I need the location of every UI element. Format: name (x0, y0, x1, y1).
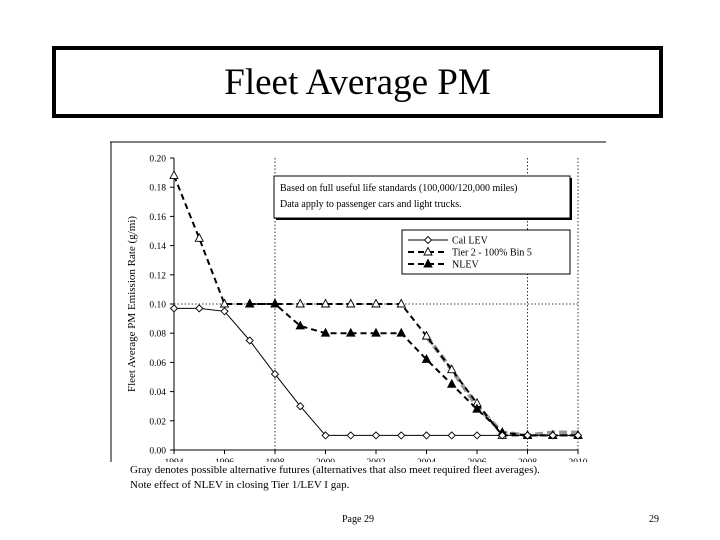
chart-svg: 0.00 0.02 0.04 0.06 0.08 0.10 0.12 0.14 0.16 0.18… (110, 141, 606, 462)
caption: Gray denotes possible alternative future… (130, 463, 540, 493)
y-tick-label: 0.08 (149, 330, 166, 340)
x-tick-label: 2000 (316, 458, 335, 462)
series-line-cal-lev (174, 307, 578, 436)
data-point-tier-2-100-bin-5 (371, 298, 381, 308)
data-point-cal-lev (245, 336, 254, 345)
x-tick-label: 1994 (165, 458, 184, 462)
title-box: Fleet Average PM (52, 46, 663, 118)
data-point-cal-lev (346, 431, 355, 440)
data-point-tier-2-100-bin-5 (447, 364, 457, 374)
x-tick-label: 1996 (215, 458, 234, 462)
data-point-nlev (270, 298, 280, 308)
data-point-nlev (320, 327, 331, 337)
x-tick-label: 2006 (468, 458, 487, 462)
y-tick-label: 0.00 (149, 447, 166, 457)
y-tick-label: 0.06 (149, 359, 166, 369)
x-tick-label: 2002 (367, 458, 386, 462)
y-tick-label: 0.10 (149, 301, 166, 311)
data-point-cal-lev (321, 431, 330, 440)
data-point-nlev (295, 320, 305, 330)
slide-title: Fleet Average PM (224, 61, 491, 103)
data-point-cal-lev (296, 402, 305, 411)
data-point-cal-lev (498, 431, 507, 440)
note-line-1: Based on full useful life standards (100… (280, 183, 517, 194)
y-tick-label: 0.12 (149, 271, 166, 281)
y-tick-label: 0.04 (149, 388, 166, 398)
data-point-cal-lev (270, 369, 280, 379)
data-point-nlev (371, 327, 381, 337)
data-point-tier-2-100-bin-5 (421, 330, 432, 340)
legend-marker-cal-lev (423, 235, 433, 245)
data-point-nlev (245, 298, 255, 308)
series-line-tier-2-100-bin-5 (173, 175, 578, 437)
data-point-cal-lev (397, 431, 406, 440)
caption-line-1: Gray denotes possible alternative future… (130, 464, 540, 476)
data-point-tier-2-100-bin-5 (346, 298, 356, 308)
data-point-tier-2-100-bin-5 (396, 298, 406, 308)
data-point-tier-2-100-bin-5 (219, 298, 230, 308)
y-tick-label: 0.20 (149, 155, 166, 165)
note-box (273, 175, 571, 219)
y-tick-label: 0.02 (149, 417, 166, 427)
x-tick-label: 2008 (518, 458, 537, 462)
page-label: Page 29 (342, 514, 374, 525)
y-tick-label: 0.14 (149, 242, 166, 252)
y-tick-label: 0.16 (149, 213, 166, 223)
data-point-cal-lev (169, 304, 179, 313)
data-point-cal-lev (573, 431, 583, 440)
data-point-cal-lev (371, 431, 381, 440)
x-tick-label: 2010 (569, 458, 588, 462)
data-point-cal-lev (548, 431, 557, 440)
data-point-cal-lev (220, 307, 229, 316)
data-point-nlev (472, 403, 482, 413)
data-point-cal-lev (195, 304, 204, 313)
data-point-cal-lev (447, 431, 456, 440)
data-point-tier-2-100-bin-5 (320, 298, 331, 308)
data-point-tier-2-100-bin-5 (169, 170, 179, 179)
data-point-nlev (396, 327, 406, 337)
data-point-tier-2-100-bin-5 (295, 298, 305, 308)
legend-marker-tier-2-100-bin-5 (423, 246, 433, 256)
legend-label-cal-lev: Cal LEV (452, 236, 489, 247)
data-point-nlev (421, 354, 432, 363)
legend-marker-nlev (423, 258, 433, 268)
x-tick-label: 1998 (266, 458, 285, 462)
chart: 0.00 0.02 0.04 0.06 0.08 0.10 0.12 0.14 0.16 0.18… (110, 140, 606, 462)
data-point-nlev (447, 378, 457, 388)
data-point-tier-2-100-bin-5 (194, 232, 204, 242)
data-point-nlev (346, 327, 356, 337)
y-axis-label: Fleet Average PM Emission Rate (g/mi) (126, 216, 138, 392)
page-number: 29 (649, 514, 659, 525)
note-line-2: Data apply to passenger cars and light t… (280, 199, 462, 210)
caption-line-2: Note effect of NLEV in closing Tier 1/LE… (130, 479, 350, 491)
x-tick-label: 2004 (417, 458, 436, 462)
data-point-cal-lev (472, 431, 482, 440)
y-tick-label: 0.18 (149, 184, 166, 194)
legend-label-tier-2-100-bin-5: Tier 2 - 100% Bin 5 (452, 248, 532, 259)
data-point-cal-lev (523, 431, 532, 440)
legend-label-nlev: NLEV (452, 260, 479, 271)
data-point-cal-lev (422, 431, 431, 440)
